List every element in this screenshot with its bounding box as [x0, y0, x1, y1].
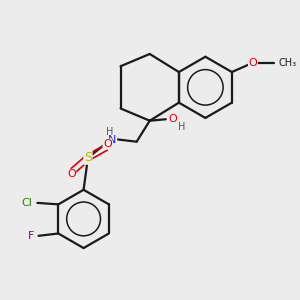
- Text: O: O: [248, 58, 257, 68]
- Text: Cl: Cl: [21, 198, 32, 208]
- Text: H: H: [178, 122, 185, 132]
- Text: N: N: [108, 135, 117, 145]
- Text: O: O: [67, 169, 76, 179]
- Text: O: O: [103, 139, 112, 149]
- Text: F: F: [28, 231, 34, 241]
- Text: H: H: [106, 128, 113, 137]
- Text: S: S: [84, 151, 92, 164]
- Text: CH₃: CH₃: [278, 58, 296, 68]
- Text: O: O: [168, 114, 177, 124]
